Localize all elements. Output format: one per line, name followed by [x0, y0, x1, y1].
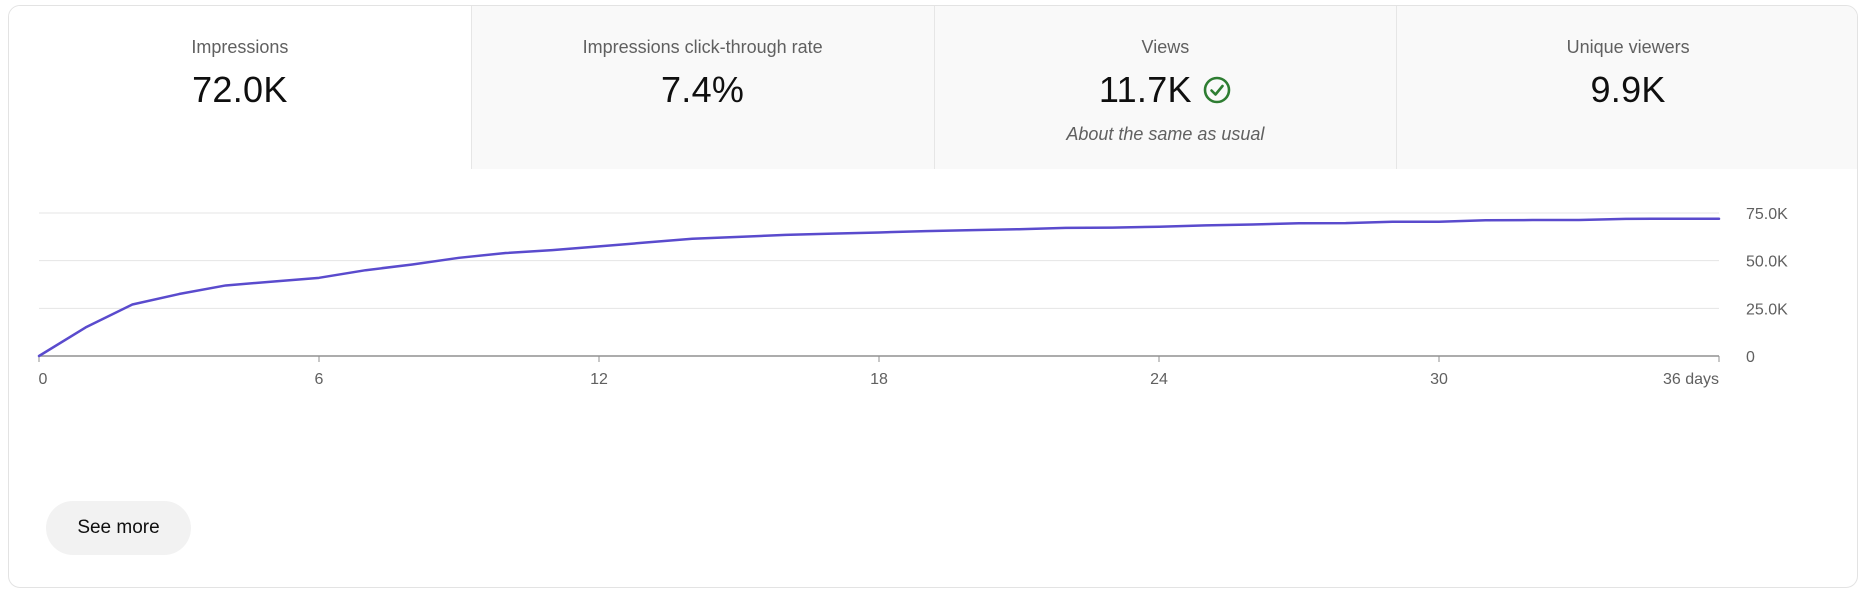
x-tick-label: 18	[870, 371, 888, 388]
x-tick-label: 12	[590, 371, 608, 388]
tab-impressions-ctr[interactable]: Impressions click-through rate 7.4%	[470, 6, 934, 169]
tab-label: Unique viewers	[1566, 37, 1690, 57]
y-tick-label: 25.0K	[1746, 301, 1788, 318]
x-tick-label: 36 days	[1663, 371, 1719, 388]
x-tick-label: 30	[1430, 371, 1448, 388]
tab-impressions[interactable]: Impressions 72.0K	[9, 6, 471, 169]
tab-unique-viewers[interactable]: Unique viewers 9.9K	[1396, 6, 1857, 169]
impressions-line-chart: 0 25.0K 50.0K 75.0K 0 6 12 18 24 30 36 days	[37, 206, 1788, 388]
analytics-card: Impressions 72.0K Impressions click-thro…	[8, 5, 1858, 588]
tab-value-row: 72.0K	[9, 68, 471, 112]
tab-views[interactable]: Views 11.7K About the same as usual	[933, 6, 1397, 169]
tab-value: 9.9K	[1590, 69, 1666, 110]
series-line	[37, 217, 1721, 358]
check-circle-icon	[1202, 75, 1232, 105]
x-tick-label: 24	[1150, 371, 1168, 388]
x-tick-label: 0	[39, 371, 48, 388]
tab-label: Impressions click-through rate	[582, 37, 823, 57]
y-tick-label: 0	[1746, 349, 1755, 366]
x-tick-label: 6	[315, 371, 324, 388]
tab-value-row: 7.4%	[472, 68, 934, 112]
y-tick-label: 50.0K	[1746, 254, 1788, 271]
tab-value: 11.7K	[1098, 69, 1192, 110]
tab-value: 7.4%	[660, 69, 745, 110]
y-tick-label: 75.0K	[1746, 206, 1788, 223]
tab-value: 72.0K	[192, 69, 288, 110]
see-more-button[interactable]: See more	[46, 501, 191, 555]
tab-value-row: 11.7K	[935, 68, 1397, 112]
tab-note: About the same as usual	[1066, 124, 1265, 144]
tab-label: Impressions	[191, 37, 289, 57]
metric-tabs: Impressions 72.0K Impressions click-thro…	[9, 6, 1857, 169]
tab-value-row: 9.9K	[1397, 68, 1857, 112]
tab-label: Views	[1141, 37, 1190, 57]
